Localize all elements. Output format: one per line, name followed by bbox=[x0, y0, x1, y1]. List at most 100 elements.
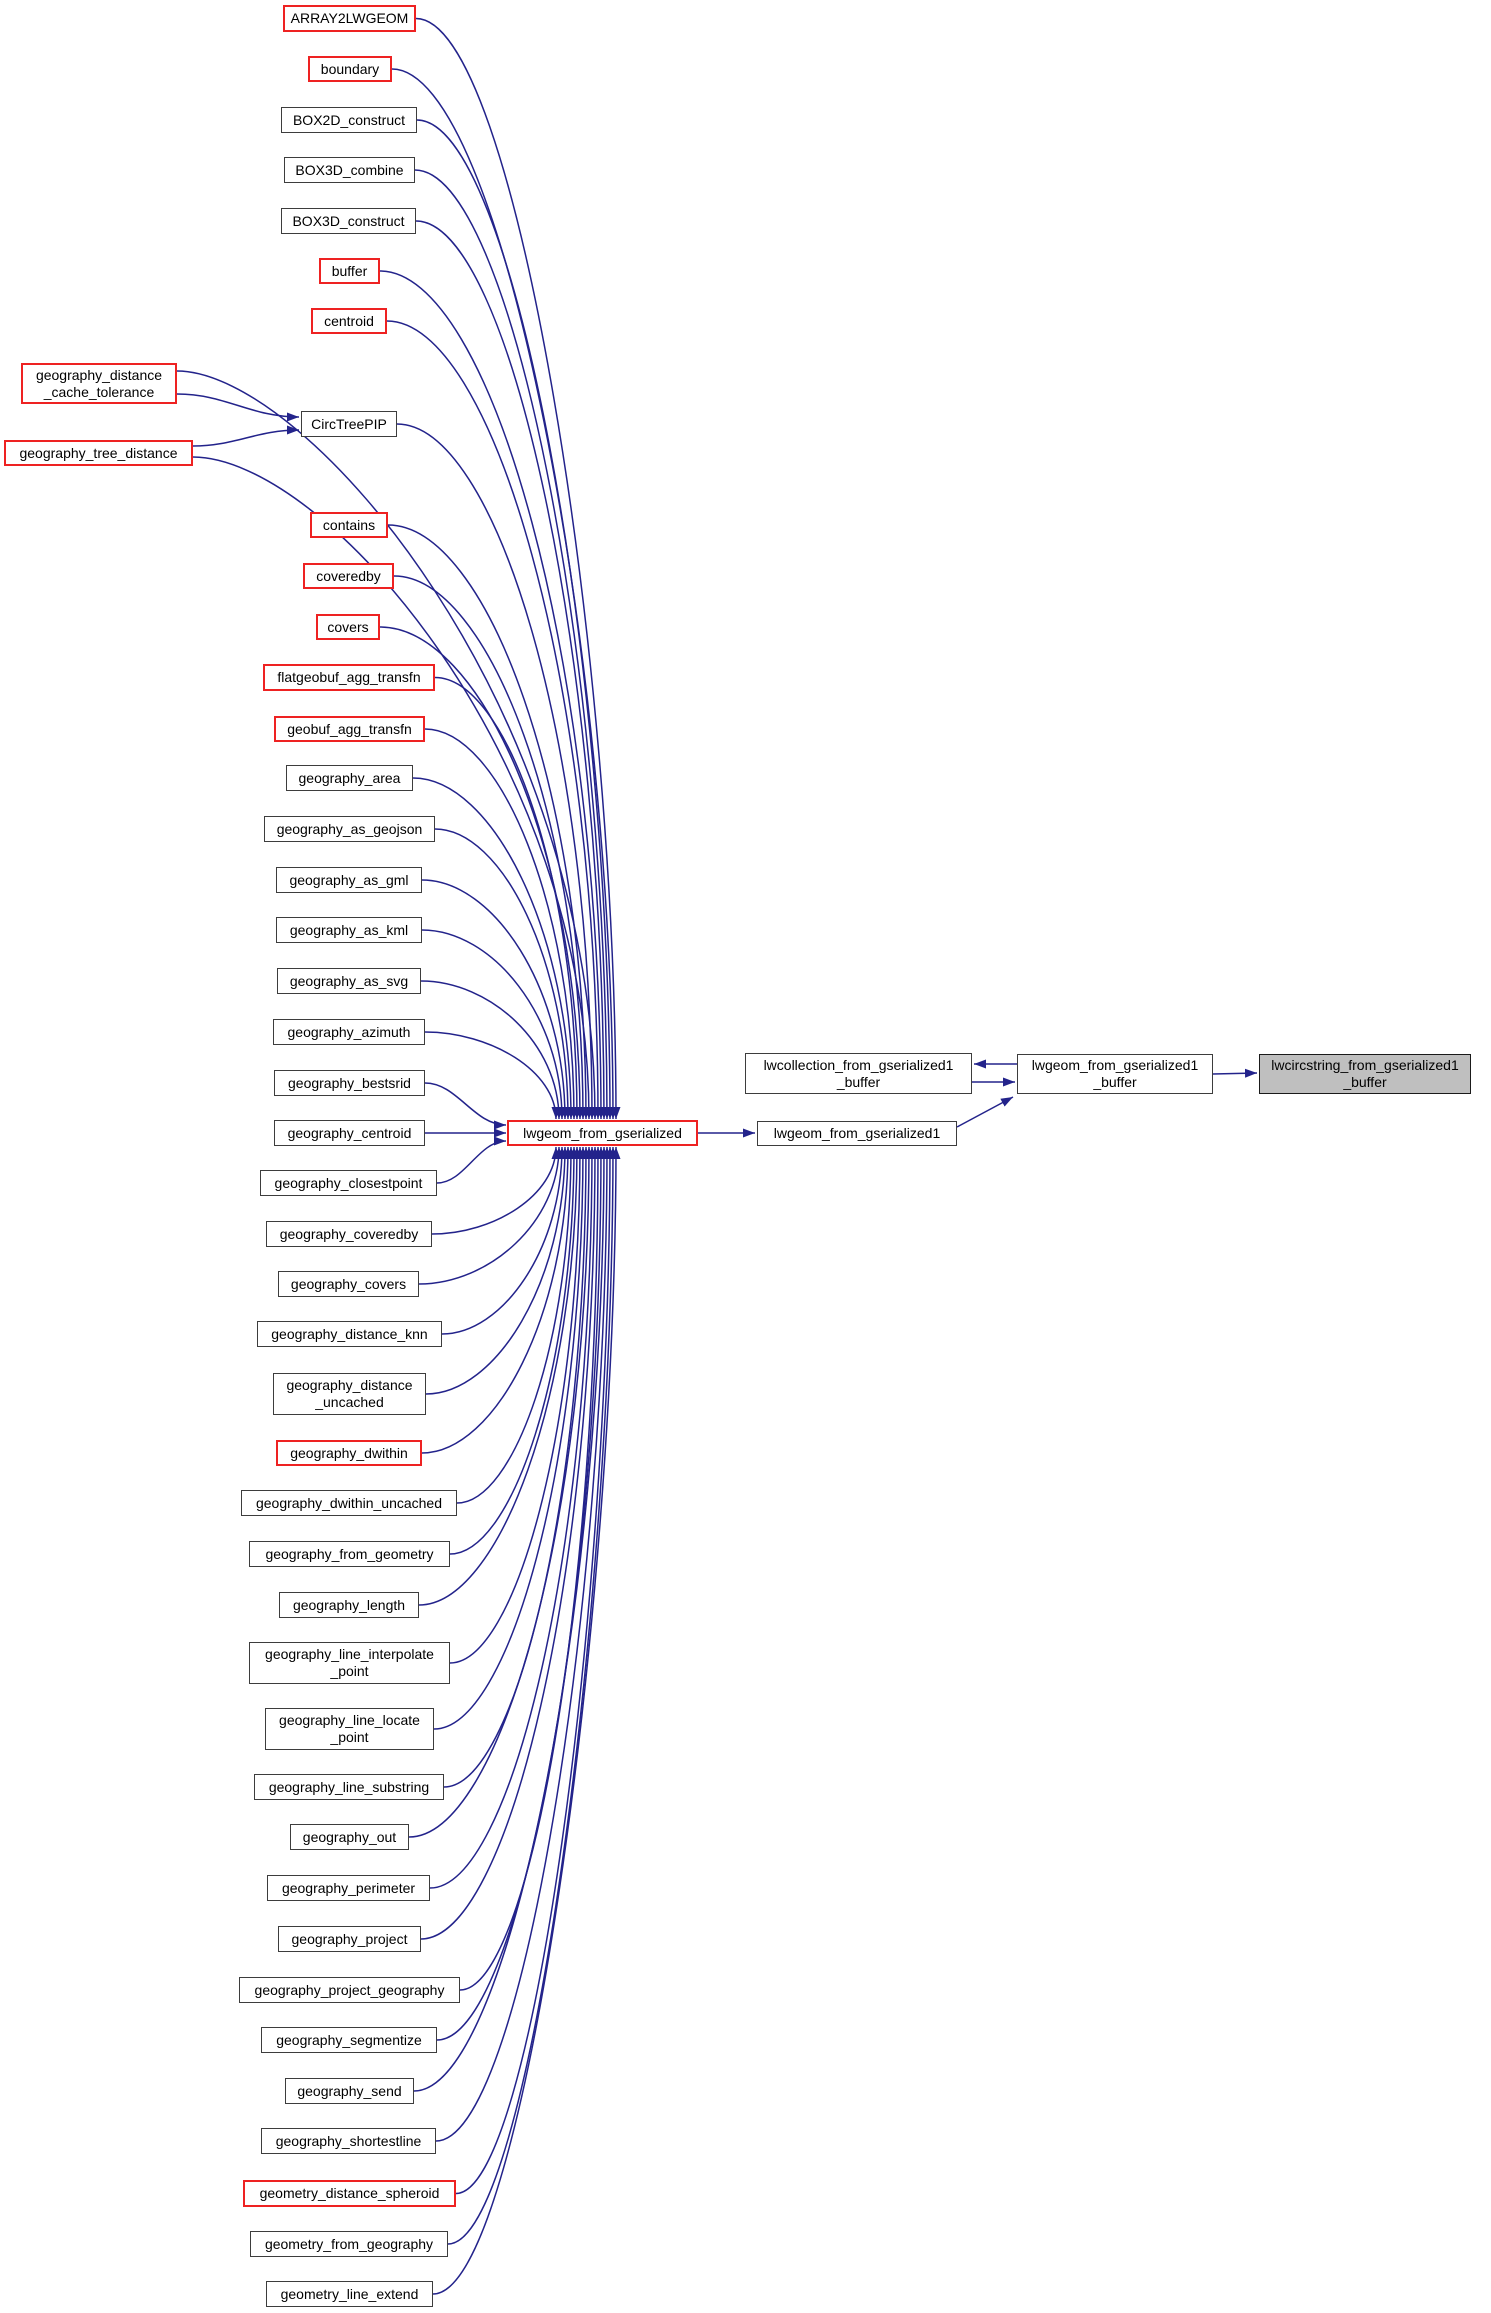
node-coveredby[interactable]: coveredby bbox=[303, 563, 394, 589]
node-geography_distance_cache_tolerance[interactable]: geography_distance _cache_tolerance bbox=[21, 363, 177, 404]
node-label: geography_dwithin bbox=[290, 1444, 408, 1461]
node-geobuf_agg_transfn[interactable]: geobuf_agg_transfn bbox=[274, 716, 425, 742]
node-geography_distance_uncached[interactable]: geography_distance _uncached bbox=[273, 1373, 426, 1415]
edge-geography_distance_uncached-lwgeom_from_gserialized bbox=[425, 1146, 570, 1395]
edge-geography_as_gml-lwgeom_from_gserialized bbox=[421, 879, 570, 1120]
node-label: geography_as_svg bbox=[289, 972, 409, 989]
node-geography_bestsrid[interactable]: geography_bestsrid bbox=[274, 1070, 425, 1096]
node-BOX2D_construct[interactable]: BOX2D_construct bbox=[281, 107, 417, 133]
edge-geography_area-lwgeom_from_gserialized bbox=[412, 777, 576, 1120]
node-geometry_distance_spheroid[interactable]: geometry_distance_spheroid bbox=[243, 2180, 456, 2207]
edge-ARRAY2LWGEOM-lwgeom_from_gserialized bbox=[415, 17, 621, 1120]
edge-centroid-lwgeom_from_gserialized bbox=[386, 320, 603, 1120]
node-label: geography_segmentize bbox=[276, 2031, 422, 2048]
edge-geometry_distance_spheroid-lwgeom_from_gserialized bbox=[455, 1146, 615, 2195]
node-label: geography_distance_knn bbox=[271, 1325, 428, 1342]
node-geography_dwithin_uncached[interactable]: geography_dwithin_uncached bbox=[241, 1490, 457, 1516]
node-covers[interactable]: covers bbox=[316, 614, 380, 640]
node-label: geography_perimeter bbox=[281, 1879, 416, 1896]
node-label: geography_coveredby bbox=[279, 1225, 419, 1242]
edge-CircTreePIP-lwgeom_from_gserialized bbox=[396, 423, 597, 1120]
node-label: coveredby bbox=[316, 567, 381, 584]
node-label: lwcircstring_from_gserialized1 _buffer bbox=[1271, 1057, 1459, 1090]
node-label: geobuf_agg_transfn bbox=[287, 720, 412, 737]
node-lwgeom_from_gserialized1_buffer[interactable]: lwgeom_from_gserialized1 _buffer bbox=[1017, 1054, 1213, 1094]
node-label: lwgeom_from_gserialized bbox=[523, 1124, 682, 1141]
node-geography_send[interactable]: geography_send bbox=[285, 2078, 414, 2104]
node-geography_segmentize[interactable]: geography_segmentize bbox=[261, 2027, 437, 2053]
node-label: boundary bbox=[320, 60, 380, 77]
edge-geography_tree_distance-lwgeom_from_gserialized bbox=[192, 456, 594, 1120]
node-label: geography_centroid bbox=[287, 1124, 412, 1141]
node-geography_coveredby[interactable]: geography_coveredby bbox=[266, 1221, 432, 1247]
node-label: geography_project_geography bbox=[254, 1981, 445, 1998]
edge-geography_shortestline-lwgeom_from_gserialized bbox=[435, 1146, 612, 2142]
edge-geography_distance_cache_tolerance-lwgeom_from_gserialized bbox=[176, 370, 600, 1120]
node-geography_covers[interactable]: geography_covers bbox=[278, 1271, 419, 1297]
node-geography_perimeter[interactable]: geography_perimeter bbox=[267, 1875, 430, 1901]
node-geography_as_geojson[interactable]: geography_as_geojson bbox=[264, 816, 435, 842]
edge-geography_line_interpolate_point-lwgeom_from_gserialized bbox=[449, 1146, 585, 1664]
node-geography_line_locate_point[interactable]: geography_line_locate _point bbox=[265, 1708, 434, 1750]
node-CircTreePIP[interactable]: CircTreePIP bbox=[301, 411, 397, 437]
node-lwcollection_from_gserialized1_buffer[interactable]: lwcollection_from_gserialized1 _buffer bbox=[745, 1053, 972, 1094]
node-BOX3D_combine[interactable]: BOX3D_combine bbox=[284, 157, 415, 183]
node-geography_from_geometry[interactable]: geography_from_geometry bbox=[249, 1541, 450, 1567]
edge-geography_tree_distance-CircTreePIP bbox=[192, 425, 300, 447]
edge-geography_project-lwgeom_from_gserialized bbox=[420, 1146, 600, 1940]
node-geography_project[interactable]: geography_project bbox=[278, 1926, 421, 1952]
node-geography_as_gml[interactable]: geography_as_gml bbox=[276, 867, 422, 893]
node-centroid[interactable]: centroid bbox=[311, 308, 387, 334]
node-label: geography_length bbox=[292, 1596, 406, 1613]
node-flatgeobuf_agg_transfn[interactable]: flatgeobuf_agg_transfn bbox=[263, 664, 435, 691]
edge-geography_line_locate_point-lwgeom_from_gserialized bbox=[433, 1146, 588, 1730]
node-label: covers bbox=[327, 618, 369, 635]
node-geometry_line_extend[interactable]: geometry_line_extend bbox=[266, 2281, 433, 2307]
node-label: lwgeom_from_gserialized1 _buffer bbox=[1031, 1057, 1199, 1090]
node-geography_shortestline[interactable]: geography_shortestline bbox=[261, 2128, 436, 2154]
node-geography_length[interactable]: geography_length bbox=[279, 1592, 419, 1618]
node-label: lwcollection_from_gserialized1 _buffer bbox=[763, 1056, 954, 1090]
node-geography_project_geography[interactable]: geography_project_geography bbox=[239, 1977, 460, 2003]
node-label: geography_distance _cache_tolerance bbox=[35, 366, 163, 400]
edge-contains-lwgeom_from_gserialized bbox=[387, 524, 591, 1120]
node-label: geography_project bbox=[291, 1930, 408, 1947]
node-geography_as_svg[interactable]: geography_as_svg bbox=[277, 968, 421, 994]
edge-geography_azimuth-lwgeom_from_gserialized bbox=[424, 1031, 561, 1120]
edge-geography_dwithin-lwgeom_from_gserialized bbox=[421, 1146, 573, 1454]
node-geography_centroid[interactable]: geography_centroid bbox=[274, 1120, 425, 1146]
node-label: geography_area bbox=[298, 769, 401, 786]
node-BOX3D_construct[interactable]: BOX3D_construct bbox=[281, 208, 416, 234]
node-geography_dwithin[interactable]: geography_dwithin bbox=[276, 1440, 422, 1466]
node-geography_out[interactable]: geography_out bbox=[290, 1824, 409, 1850]
node-buffer[interactable]: buffer bbox=[319, 258, 380, 284]
node-label: geography_from_geometry bbox=[265, 1545, 434, 1562]
node-geography_area[interactable]: geography_area bbox=[286, 765, 413, 791]
node-geography_azimuth[interactable]: geography_azimuth bbox=[273, 1019, 425, 1045]
node-geography_line_substring[interactable]: geography_line_substring bbox=[254, 1774, 444, 1800]
node-geography_tree_distance[interactable]: geography_tree_distance bbox=[4, 440, 193, 466]
edge-geography_perimeter-lwgeom_from_gserialized bbox=[429, 1146, 597, 1889]
node-geography_closestpoint[interactable]: geography_closestpoint bbox=[260, 1170, 437, 1196]
edge-BOX3D_construct-lwgeom_from_gserialized bbox=[415, 220, 609, 1120]
node-lwgeom_from_gserialized[interactable]: lwgeom_from_gserialized bbox=[507, 1120, 698, 1146]
node-geography_line_interpolate_point[interactable]: geography_line_interpolate _point bbox=[249, 1642, 450, 1684]
node-contains[interactable]: contains bbox=[310, 512, 388, 538]
node-label: geography_closestpoint bbox=[274, 1174, 423, 1191]
node-geometry_from_geography[interactable]: geometry_from_geography bbox=[250, 2231, 448, 2257]
node-ARRAY2LWGEOM[interactable]: ARRAY2LWGEOM bbox=[283, 5, 416, 32]
node-label: geography_covers bbox=[290, 1275, 407, 1292]
node-geography_as_kml[interactable]: geography_as_kml bbox=[276, 917, 422, 943]
edge-geography_covers-lwgeom_from_gserialized bbox=[418, 1146, 564, 1285]
edge-geography_from_geometry-lwgeom_from_gserialized bbox=[449, 1146, 579, 1555]
node-label: lwgeom_from_gserialized1 bbox=[773, 1125, 941, 1141]
node-boundary[interactable]: boundary bbox=[308, 56, 392, 82]
node-geography_distance_knn[interactable]: geography_distance_knn bbox=[257, 1321, 442, 1347]
node-lwgeom_from_gserialized1[interactable]: lwgeom_from_gserialized1 bbox=[757, 1121, 957, 1146]
node-label: geography_azimuth bbox=[287, 1023, 411, 1040]
node-label: BOX3D_combine bbox=[295, 161, 404, 178]
edge-geography_length-lwgeom_from_gserialized bbox=[418, 1146, 582, 1606]
edge-BOX2D_construct-lwgeom_from_gserialized bbox=[416, 119, 615, 1120]
node-label: geography_as_kml bbox=[289, 921, 409, 938]
